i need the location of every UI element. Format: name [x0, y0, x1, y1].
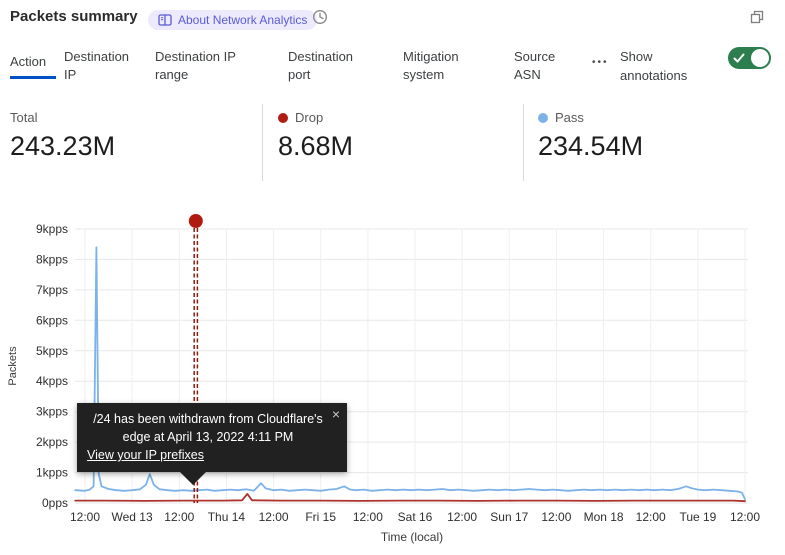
badge-label: About Network Analytics [178, 13, 308, 27]
tab-destination-ip-range[interactable]: Destination IP range [155, 44, 255, 88]
svg-text:Wed 13: Wed 13 [112, 510, 153, 524]
stat-value: 243.23M [10, 131, 116, 161]
stat-label: Drop [278, 110, 353, 125]
packets-chart[interactable]: 0pps 1kpps 2kpps 3kpps 4kpps 5kpps 6kpps 7kpps 8… [0, 205, 785, 555]
expand-panel-button[interactable] [749, 9, 765, 25]
y-axis-labels: 0pps 1kpps 2kpps 3kpps 4kpps 5kpps 6kpps 7kpps 8… [36, 222, 68, 510]
stat-label-text: Total [10, 110, 38, 125]
x-axis-labels: 12:00 Wed 13 12:00 Thu 14 12:00 Fri 15 12:00 Sa… [70, 510, 760, 524]
stat-divider [262, 104, 263, 181]
svg-text:12:00: 12:00 [259, 510, 289, 524]
stat-pass: Pass 234.54M [538, 110, 643, 162]
x-axis-title: Time (local) [381, 530, 443, 544]
svg-text:1kpps: 1kpps [36, 466, 68, 480]
tab-label: Action [10, 53, 56, 79]
tab-source-asn[interactable]: Source ASN [514, 44, 576, 88]
svg-text:2kpps: 2kpps [36, 435, 68, 449]
svg-text:Fri 15: Fri 15 [305, 510, 336, 524]
time-range-button[interactable] [312, 9, 328, 25]
svg-text:12:00: 12:00 [730, 510, 760, 524]
tab-action[interactable]: Action [10, 44, 56, 88]
checkmark-icon [733, 53, 745, 63]
tab-destination-port[interactable]: Destination port [288, 44, 374, 88]
overlapping-squares-icon [750, 10, 764, 24]
svg-text:Sat 16: Sat 16 [398, 510, 433, 524]
svg-text:12:00: 12:00 [447, 510, 477, 524]
clock-icon [312, 9, 328, 25]
svg-text:6kpps: 6kpps [36, 313, 68, 327]
view-ip-prefixes-link[interactable]: View your IP prefixes [87, 448, 204, 462]
svg-text:8kpps: 8kpps [36, 252, 68, 266]
svg-text:4kpps: 4kpps [36, 374, 68, 388]
svg-text:12:00: 12:00 [636, 510, 666, 524]
tab-label: Source ASN [514, 49, 556, 82]
book-icon [158, 14, 172, 26]
annotation-tooltip: × /24 has been withdrawn from Cloudflare… [77, 403, 347, 485]
svg-text:12:00: 12:00 [164, 510, 194, 524]
svg-text:7kpps: 7kpps [36, 283, 68, 297]
page-title: Packets summary [10, 8, 138, 25]
show-annotations-label: Show annotations [620, 49, 688, 83]
stat-label-text: Drop [295, 110, 324, 125]
tab-label: Mitigation system [403, 49, 459, 82]
show-annotations-toggle[interactable] [728, 47, 771, 69]
stat-label-text: Pass [555, 110, 584, 125]
tab-destination-ip[interactable]: Destination IP [64, 44, 144, 88]
stat-value: 8.68M [278, 131, 354, 161]
stat-value: 234.54M [538, 131, 644, 161]
annotation-dot-icon[interactable] [188, 214, 203, 228]
tab-label: Destination IP range [155, 49, 236, 82]
stat-label: Total [10, 110, 115, 125]
svg-text:12:00: 12:00 [70, 510, 100, 524]
tooltip-arrow [180, 472, 206, 485]
annotation-message: /24 has been withdrawn from Cloudflare's… [93, 412, 323, 444]
series-dot-icon [278, 112, 288, 123]
stat-total: Total 243.23M [10, 110, 115, 162]
tab-mitigation-system[interactable]: Mitigation system [403, 44, 491, 88]
series-dot-icon [538, 112, 548, 123]
stat-divider [523, 104, 524, 181]
svg-text:9kpps: 9kpps [36, 222, 68, 236]
series-drop-line [74, 492, 746, 503]
stat-drop: Drop 8.68M [278, 110, 353, 162]
svg-text:5kpps: 5kpps [36, 344, 68, 358]
svg-text:Thu 14: Thu 14 [208, 510, 246, 524]
about-network-analytics-badge[interactable]: About Network Analytics [148, 10, 318, 30]
toggle-knob [751, 49, 769, 67]
svg-text:0pps: 0pps [42, 496, 68, 510]
series-pass-line [74, 246, 746, 501]
svg-text:12:00: 12:00 [353, 510, 383, 524]
tab-label: Destination IP [64, 49, 130, 82]
svg-text:Sun 17: Sun 17 [490, 510, 528, 524]
stat-label: Pass [538, 110, 643, 125]
close-icon[interactable]: × [331, 406, 340, 422]
y-axis-title: Packets [7, 346, 19, 386]
svg-text:3kpps: 3kpps [36, 405, 68, 419]
svg-text:12:00: 12:00 [541, 510, 571, 524]
more-tabs-button[interactable]: ••• [592, 57, 609, 68]
svg-text:Tue 19: Tue 19 [679, 510, 716, 524]
tab-label: Destination port [288, 49, 354, 82]
svg-text:Mon 18: Mon 18 [584, 510, 624, 524]
